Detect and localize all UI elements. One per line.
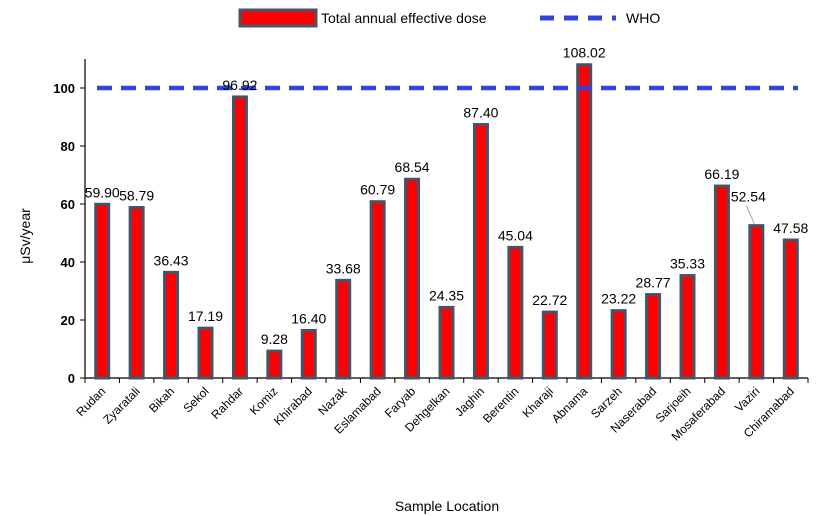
bar [645,293,662,380]
data-label: 17.19 [188,308,223,324]
data-label: 60.79 [360,182,395,198]
data-label: 87.40 [463,105,498,121]
bar [507,245,524,380]
data-label: 9.28 [261,331,288,347]
x-category-label: Berentin [480,384,522,426]
legend-label-dose: Total annual effective dose [321,10,487,26]
bar [231,95,248,380]
data-label: 28.77 [636,275,671,291]
x-category-label: Khirabad [271,384,315,428]
y-tick-label: 40 [61,255,75,270]
y-tick-label: 20 [61,313,75,328]
bar [369,200,386,380]
data-label: 108.02 [563,45,606,61]
bar [163,270,180,380]
bar [300,328,317,380]
data-label: 58.79 [119,188,154,204]
bar [610,309,627,380]
y-tick-label: 0 [68,371,75,386]
bar [197,326,214,380]
bar [576,63,593,380]
data-label: 24.35 [429,287,464,303]
bar [335,278,352,380]
bar [266,349,283,380]
data-label-leader [745,205,755,224]
y-tick-label: 60 [61,197,75,212]
y-axis-ticks: 0 20 40 60 80 100 [53,81,809,386]
legend-swatch-dose [238,8,318,28]
data-label: 22.72 [532,292,567,308]
data-label: 47.58 [773,220,808,236]
bar [748,224,765,380]
data-label: 66.19 [704,166,739,182]
data-label: 16.40 [291,310,326,326]
data-label: 35.33 [670,256,705,272]
bars [94,63,799,380]
x-category-label: Abnama [549,384,591,426]
legend-label-who: WHO [626,10,660,26]
x-category-label: Sekol [180,384,211,415]
x-category-label: Rahdar [208,384,246,422]
data-label: 45.04 [498,227,533,243]
bar [782,238,799,380]
x-axis-title: Sample Location [395,498,499,514]
x-category-label: Vaziri [732,384,762,414]
data-label: 96.92 [222,77,257,93]
x-category-label: Zyaratali [100,384,142,426]
y-tick-label: 80 [61,139,75,154]
data-label: 59.90 [85,184,120,200]
y-tick-label: 100 [53,81,75,96]
bar [128,206,145,380]
data-label: 68.54 [395,159,430,175]
bar [404,177,421,380]
y-axis-title: μSv/year [17,208,33,264]
legend: Total annual effective dose WHO [238,8,660,28]
bar [438,305,455,380]
bar [713,184,730,380]
data-label: 23.22 [601,291,636,307]
data-label: 33.68 [326,260,361,276]
bar [679,274,696,380]
x-category-label: Bikah [146,384,177,415]
data-label: 52.54 [731,189,766,205]
bar [472,123,489,380]
bar [94,202,111,380]
bar [541,310,558,380]
data-label: 36.43 [154,252,189,268]
